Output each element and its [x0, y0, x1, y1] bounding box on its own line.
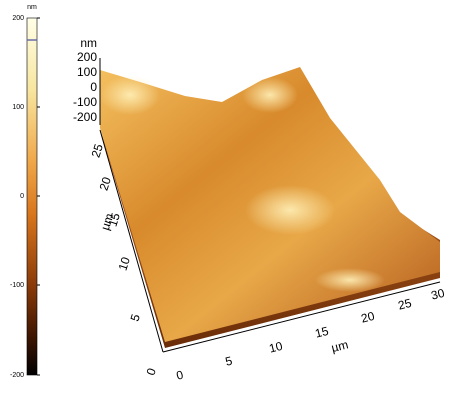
y-tick-label: 20	[96, 175, 114, 192]
colorbar-tick-label: 0	[20, 193, 24, 200]
z-tick-label: -100	[73, 95, 97, 109]
y-tick-label: 0	[144, 366, 159, 377]
z-axis-unit: nm	[80, 36, 97, 50]
y-tick-label: 25	[88, 142, 106, 159]
x-tick-label: 0	[175, 368, 185, 383]
z-tick-label: 0	[90, 80, 97, 94]
z-tick-label: 200	[77, 50, 97, 64]
z-tick-label: -200	[73, 110, 97, 124]
highlight	[242, 77, 298, 113]
colorbar-tick-label: 200	[12, 15, 24, 22]
y-tick-label: 5	[128, 312, 143, 323]
highlight	[245, 185, 335, 235]
colorbar-tick-label: -100	[10, 282, 24, 289]
x-tick-label: 20	[360, 309, 377, 326]
colorbar-unit: nm	[27, 4, 37, 11]
y-tick-label: 15	[105, 211, 123, 228]
page: {"colorbar": {"unit": "nm", "ticks": ["2…	[0, 0, 449, 388]
colorbar-tick-label: -200	[10, 372, 24, 379]
z-tick-label: 100	[77, 65, 97, 79]
highlight	[315, 268, 385, 292]
x-axis-unit: µm	[330, 337, 350, 355]
x-tick-label: 30	[430, 286, 447, 303]
x-tick-label: 10	[268, 339, 285, 356]
colorbar-tick-label: 100	[12, 104, 24, 111]
x-tick-label: 15	[314, 324, 331, 341]
highlight	[100, 75, 160, 115]
afm-image: nm nm µm µm 2001000-100-2002001000-100-2…	[0, 0, 449, 388]
x-tick-label: 5	[224, 354, 234, 369]
y-tick-label: 10	[115, 255, 133, 272]
x-tick-label: 25	[397, 296, 414, 313]
colorbar	[27, 18, 37, 375]
